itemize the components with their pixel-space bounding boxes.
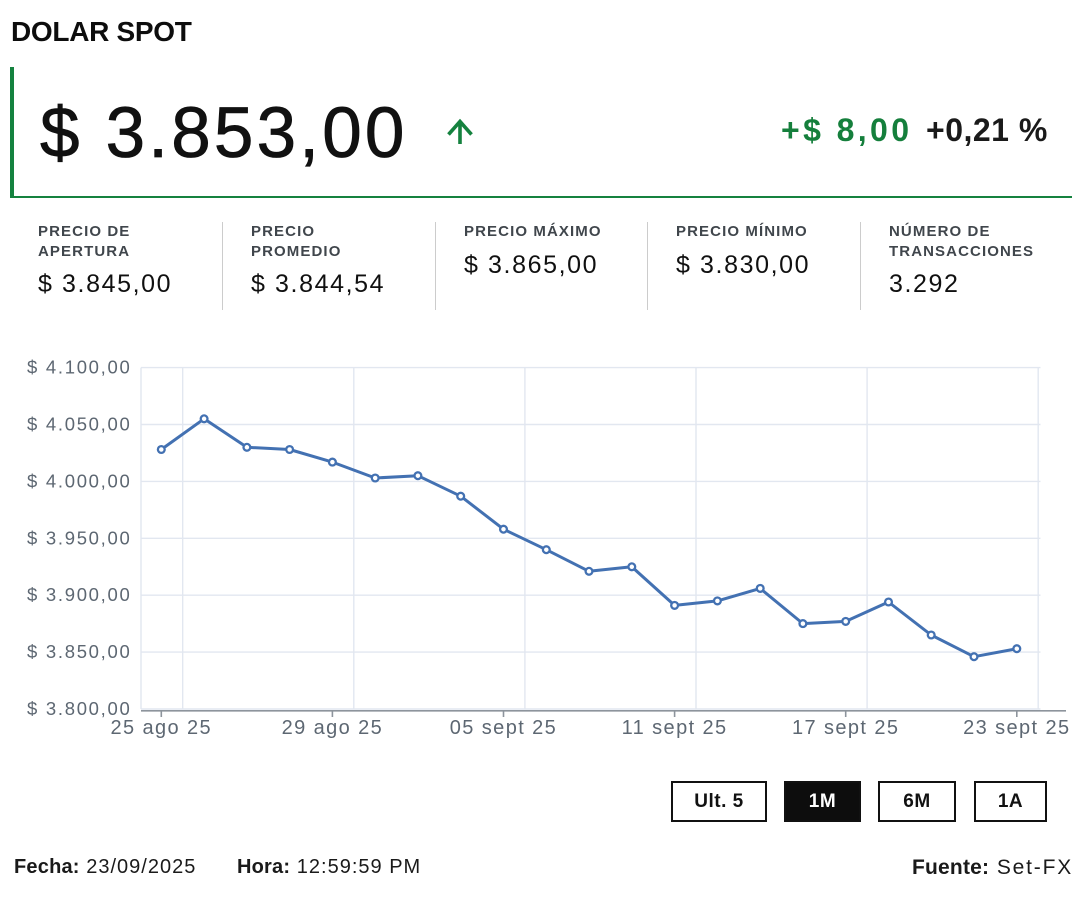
svg-text:$ 3.900,00: $ 3.900,00: [27, 584, 131, 605]
svg-text:17 sept 25: 17 sept 25: [792, 717, 899, 739]
svg-text:05 sept 25: 05 sept 25: [450, 717, 557, 739]
svg-text:23 sept 25: 23 sept 25: [963, 717, 1070, 739]
svg-text:25 ago 25: 25 ago 25: [111, 717, 213, 739]
svg-text:$ 4.100,00: $ 4.100,00: [27, 357, 131, 378]
svg-text:$ 3.800,00: $ 3.800,00: [27, 698, 131, 719]
svg-text:11 sept 25: 11 sept 25: [622, 717, 728, 739]
svg-text:29 ago 25: 29 ago 25: [282, 717, 384, 739]
svg-text:$ 4.000,00: $ 4.000,00: [27, 470, 131, 491]
svg-text:$ 3.850,00: $ 3.850,00: [27, 641, 131, 662]
svg-text:$ 4.050,00: $ 4.050,00: [27, 414, 131, 435]
svg-text:$ 3.950,00: $ 3.950,00: [27, 527, 131, 548]
